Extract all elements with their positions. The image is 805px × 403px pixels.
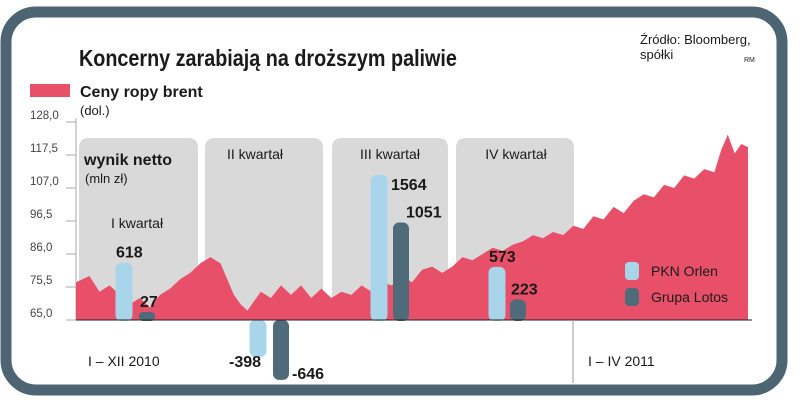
bar-grupa-lotos bbox=[139, 312, 155, 321]
period-label-2010: I – XII 2010 bbox=[88, 353, 160, 369]
y-tick-label: 117,5 bbox=[30, 143, 58, 155]
legend-unit-brent: (dol.) bbox=[80, 103, 110, 118]
brent-area bbox=[76, 134, 748, 320]
bar-value-label: 223 bbox=[511, 281, 538, 298]
period-label-2011: I – IV 2011 bbox=[588, 353, 655, 369]
bar-chart-heading: wynik netto bbox=[83, 152, 172, 169]
source-line-2: spółki bbox=[640, 47, 673, 62]
bars: I kwartał II kwartał III kwartał IV kwartał… bbox=[111, 146, 548, 383]
bar-chart-unit: (mln zł) bbox=[85, 171, 128, 186]
legend-label: PKN Orlen bbox=[651, 263, 718, 279]
bar-grupa-lotos bbox=[273, 320, 289, 380]
quarter-panel bbox=[79, 138, 198, 320]
y-tick-label: 96,5 bbox=[30, 209, 52, 221]
legend-label-brent: Ceny ropy brent bbox=[80, 84, 203, 101]
quarter-label: IV kwartał bbox=[485, 146, 547, 162]
chart-title: Koncerny zarabiają na droższym paliwie bbox=[79, 46, 457, 72]
legend-label: Grupa Lotos bbox=[651, 289, 728, 305]
legend-swatch bbox=[625, 288, 639, 306]
bar-value-label: -646 bbox=[292, 366, 324, 383]
bar-value-label: 573 bbox=[489, 249, 516, 266]
y-tick-label: 86,0 bbox=[30, 242, 52, 254]
bar-pkn-orlen bbox=[249, 320, 267, 357]
bar-value-label: 618 bbox=[116, 245, 143, 262]
bar-pkn-orlen bbox=[370, 175, 388, 321]
bar-value-label: 27 bbox=[140, 294, 158, 311]
y-tick-label: 107,0 bbox=[30, 176, 59, 188]
y-axis: 128,0 117,5 107,0 96,5 86,0 75,5 65,0 bbox=[30, 110, 77, 321]
quarter-label: I kwartał bbox=[111, 215, 164, 231]
bar-grupa-lotos bbox=[393, 222, 409, 321]
bar-pkn-orlen bbox=[115, 262, 133, 321]
bar-grupa-lotos bbox=[510, 299, 526, 321]
y-tick-label: 75,5 bbox=[30, 275, 52, 287]
quarter-label: II kwartał bbox=[227, 146, 284, 162]
bar-value-label: 1564 bbox=[391, 177, 427, 194]
quarter-label: III kwartał bbox=[360, 146, 421, 162]
source-line-1: Źródło: Bloomberg, bbox=[640, 32, 751, 47]
y-tick-label: 128,0 bbox=[30, 110, 59, 122]
series-legend: PKN Orlen Grupa Lotos bbox=[625, 262, 728, 306]
legend-swatch bbox=[625, 262, 639, 280]
bar-pkn-orlen bbox=[488, 266, 506, 321]
credit-label: RM bbox=[744, 57, 755, 64]
y-tick-label: 65,0 bbox=[30, 308, 52, 320]
bar-value-label: 1051 bbox=[406, 205, 442, 222]
legend-swatch-brent bbox=[30, 84, 70, 97]
bar-value-label: -398 bbox=[229, 354, 261, 371]
quarter-panel bbox=[205, 138, 323, 320]
